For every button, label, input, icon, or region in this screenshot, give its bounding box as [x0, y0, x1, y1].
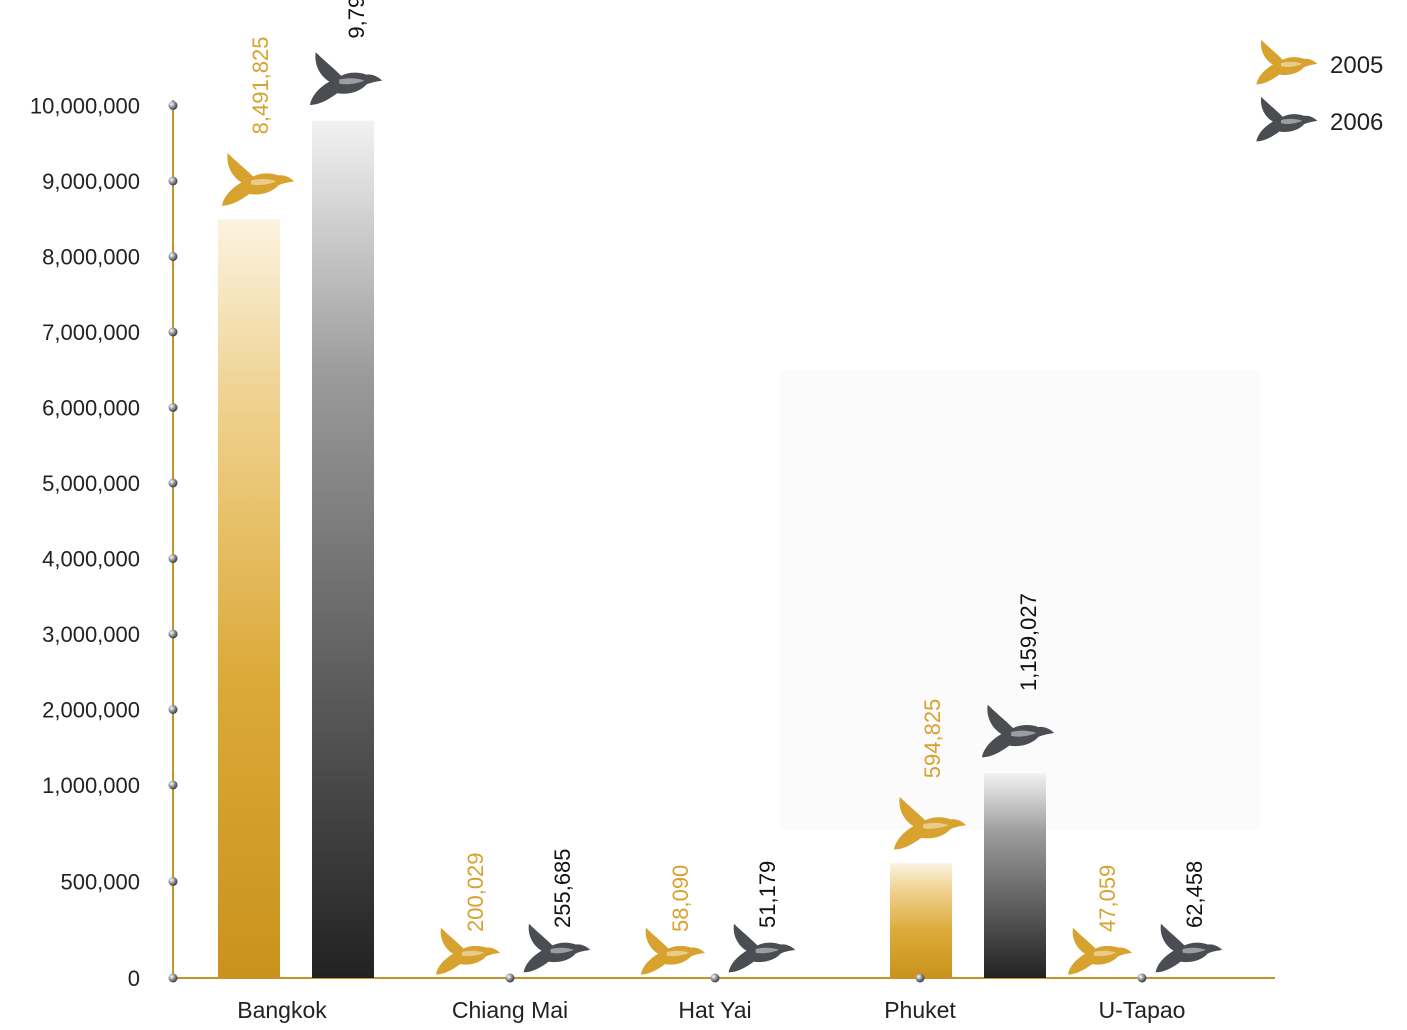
legend-label: 2006	[1330, 109, 1383, 136]
bar-2005-phuket	[890, 863, 952, 978]
y-tick-label: 4,000,000	[42, 547, 140, 572]
y-tick-dot	[168, 327, 178, 337]
y-tick-dot	[168, 629, 178, 639]
category-labels: Bangkok Chiang Mai Hat Yai Phuket U-Tapao	[237, 997, 1185, 1023]
golden-bird-icon	[1256, 39, 1318, 85]
bar-2005-bangkok	[218, 219, 280, 979]
legend: 2005 2006	[1256, 39, 1383, 142]
y-tick-dot	[168, 705, 178, 714]
bar-2006-bangkok	[312, 120, 374, 978]
category-label: Phuket	[884, 997, 956, 1023]
y-tick-dot	[168, 101, 178, 110]
grey-bird-icon	[309, 52, 383, 105]
y-tick-label: 2,000,000	[42, 698, 140, 723]
y-tick-label: 5,000,000	[42, 471, 140, 496]
value-label-2006: 255,685	[550, 848, 575, 928]
golden-bird-icon	[221, 153, 295, 206]
y-tick-dot	[168, 973, 178, 983]
y-tick-label: 1,000,000	[42, 773, 140, 798]
x-axis-dot	[505, 973, 515, 983]
grey-bird-icon	[523, 923, 591, 973]
y-tick-label: 6,000,000	[42, 396, 140, 421]
value-label-2005: 594,825	[920, 699, 945, 779]
y-tick-dot	[168, 554, 178, 563]
golden-bird-icon	[640, 927, 705, 975]
y-tick-dot	[168, 478, 178, 488]
category-label: U-Tapao	[1099, 997, 1186, 1023]
y-tick-label: 500,000	[60, 870, 140, 895]
faded-background-panel	[780, 370, 1260, 830]
category-label: Hat Yai	[678, 997, 751, 1023]
value-label-2005: 200,029	[463, 852, 488, 932]
y-tick-dot	[168, 252, 178, 261]
bars-group: 8,491,825 9,799,993 200,029 255,685 58,090 51…	[218, 0, 1223, 979]
bar-2006-phuket	[984, 772, 1046, 978]
y-tick-label: 9,000,000	[42, 169, 140, 194]
x-axis-dot	[915, 973, 925, 983]
category-label: Chiang Mai	[452, 997, 568, 1023]
x-axis-dot	[1137, 973, 1147, 983]
y-tick-label: 10,000,000	[30, 94, 140, 119]
golden-bird-icon	[435, 927, 500, 975]
x-axis-dot	[710, 973, 720, 983]
y-tick-dot	[168, 780, 178, 790]
value-label-2005: 47,059	[1095, 865, 1120, 932]
grey-bird-icon	[1155, 923, 1223, 973]
value-label-2006: 51,179	[755, 861, 780, 928]
value-label-2006: 9,799,993	[344, 0, 369, 39]
grey-bird-icon	[728, 923, 796, 973]
golden-bird-icon	[1067, 927, 1132, 975]
value-label-2006: 62,458	[1182, 861, 1207, 928]
y-tick-label: 3,000,000	[42, 622, 140, 647]
y-axis-ticks: 0 500,000 1,000,000 2,000,000 3,000,000 4,000…	[30, 94, 178, 991]
y-tick-label: 7,000,000	[42, 320, 140, 345]
value-label-2005: 8,491,825	[248, 36, 273, 134]
y-tick-dot	[168, 403, 178, 412]
value-label-2005: 58,090	[668, 865, 693, 932]
y-tick-dot	[168, 176, 178, 186]
legend-label: 2005	[1330, 52, 1383, 79]
y-tick-label: 8,000,000	[42, 245, 140, 270]
y-tick-label: 0	[128, 966, 140, 991]
category-label: Bangkok	[237, 997, 327, 1023]
grey-bird-icon	[1256, 96, 1318, 142]
value-label-2006: 1,159,027	[1016, 593, 1041, 691]
y-tick-dot	[168, 877, 178, 886]
x-axis-dots	[505, 973, 1147, 983]
